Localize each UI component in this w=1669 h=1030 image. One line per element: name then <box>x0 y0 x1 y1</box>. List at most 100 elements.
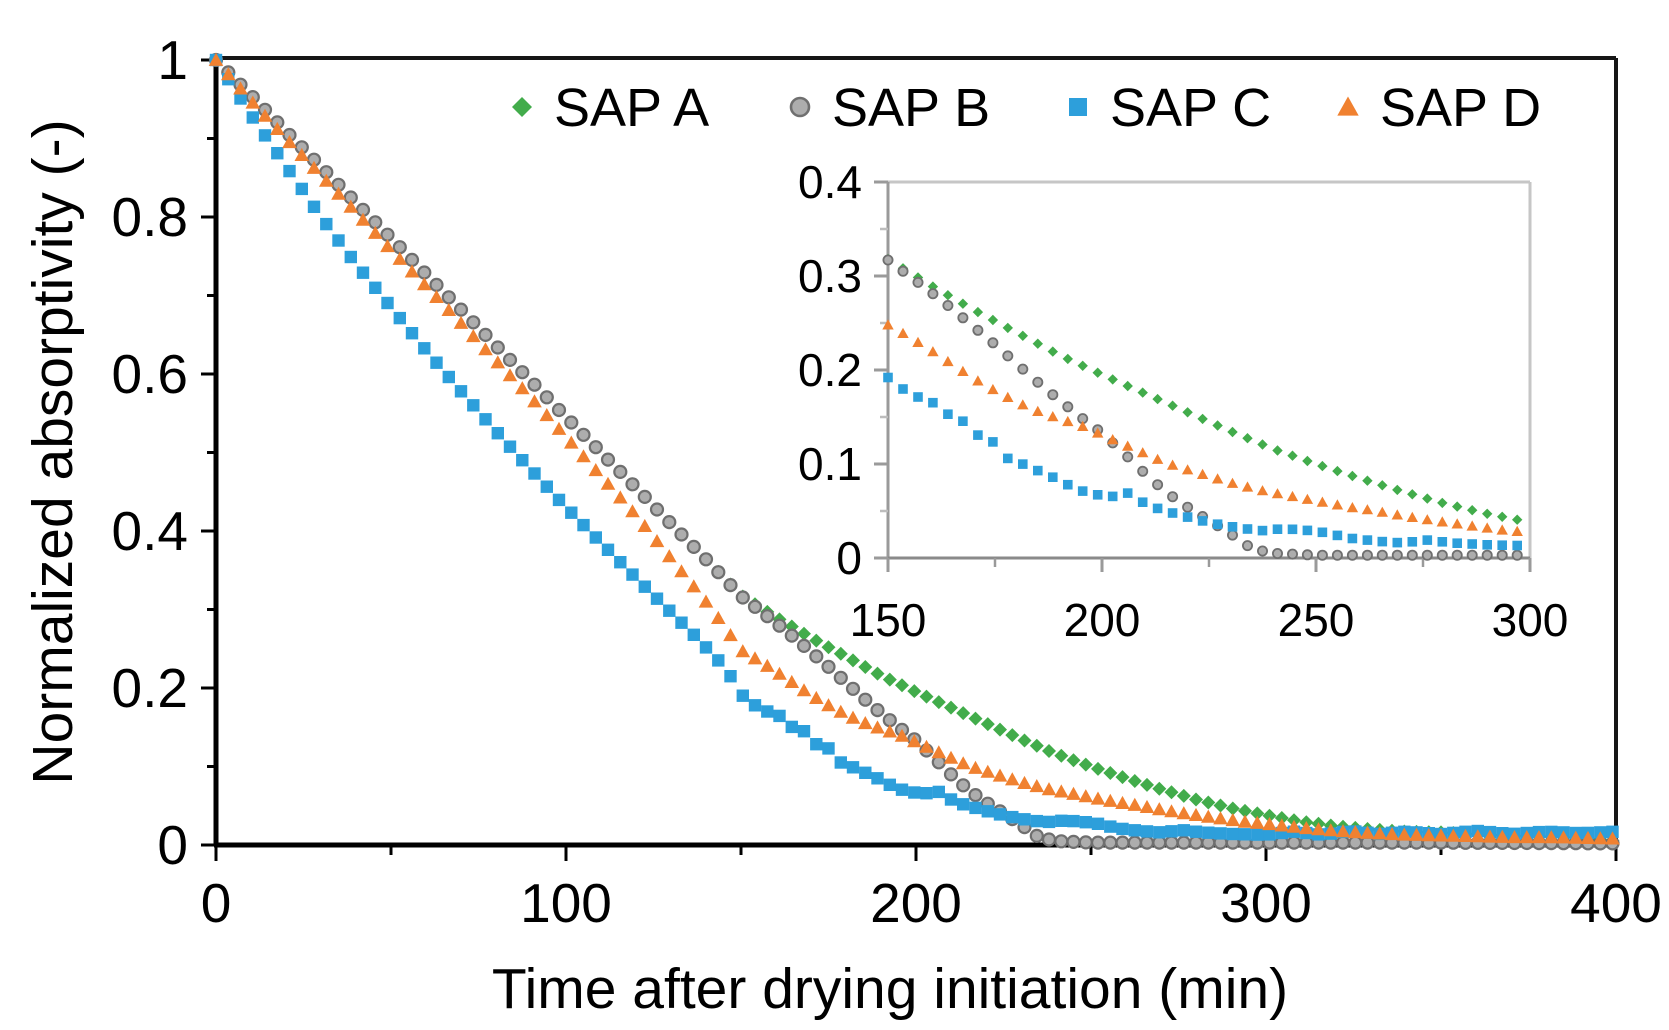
marker-triangle <box>515 381 530 395</box>
marker-square <box>1512 540 1522 551</box>
marker-triangle <box>429 289 444 303</box>
marker-square <box>981 805 994 818</box>
marker-triangle <box>1002 391 1014 402</box>
marker-triangle <box>1225 813 1241 827</box>
inset-background <box>888 182 1530 558</box>
marker-circle <box>502 352 518 367</box>
marker-triangle <box>927 346 939 357</box>
marker-diamond <box>1152 781 1167 796</box>
marker-square <box>1079 816 1092 829</box>
marker-triangle <box>441 302 457 316</box>
marker-circle <box>441 290 456 305</box>
marker-diamond <box>1225 801 1240 816</box>
marker-square <box>626 568 639 581</box>
inset-x-tick-label: 250 <box>1278 594 1355 646</box>
marker-triangle <box>1331 499 1344 510</box>
marker-circle <box>882 254 894 266</box>
marker-circle <box>1421 549 1433 561</box>
marker-square <box>834 756 847 769</box>
marker-circle <box>429 277 444 292</box>
marker-square <box>1214 827 1227 840</box>
marker-diamond <box>1017 330 1028 341</box>
marker-triangle <box>1376 506 1388 517</box>
x-tick-label: 100 <box>520 872 612 934</box>
marker-circle <box>576 427 591 442</box>
marker-circle <box>1139 835 1155 850</box>
marker-square <box>307 200 321 213</box>
marker-square <box>846 761 860 774</box>
marker-square <box>1128 824 1141 837</box>
marker-square <box>320 217 333 231</box>
marker-square <box>957 798 970 811</box>
marker-triangle <box>1078 789 1094 803</box>
marker-triangle <box>1605 831 1620 845</box>
marker-diamond <box>1422 493 1433 504</box>
marker-circle <box>515 365 530 380</box>
marker-triangle <box>453 315 469 329</box>
marker-square <box>540 480 553 493</box>
marker-square <box>1238 828 1252 841</box>
marker-circle <box>942 299 954 311</box>
marker-diamond <box>1189 792 1203 807</box>
marker-circle <box>1090 835 1106 850</box>
marker-diamond <box>882 672 897 687</box>
marker-square <box>1257 525 1268 536</box>
marker-triangle <box>772 666 787 680</box>
marker-square <box>969 801 982 815</box>
marker-circle <box>760 609 775 624</box>
x-tick-label: 0 <box>201 872 232 934</box>
marker-circle <box>1137 465 1149 477</box>
marker-triangle <box>943 750 959 764</box>
marker-circle <box>784 628 799 643</box>
marker-diamond <box>972 306 984 318</box>
marker-diamond <box>1092 367 1103 378</box>
inset-series-sap-c <box>883 372 1522 551</box>
marker-triangle <box>368 225 383 239</box>
marker-triangle <box>1092 427 1104 438</box>
marker-square <box>442 370 455 384</box>
marker-diamond <box>1103 766 1118 780</box>
marker-triangle <box>1568 830 1584 844</box>
marker-triangle <box>1201 809 1216 823</box>
legend-label: SAP D <box>1380 78 1541 138</box>
marker-diamond <box>1242 433 1253 444</box>
marker-triangle <box>1335 824 1351 838</box>
marker-triangle <box>1421 514 1433 525</box>
marker-circle <box>1182 501 1194 513</box>
marker-square <box>736 689 749 702</box>
marker-triangle <box>1397 827 1412 841</box>
marker-triangle <box>957 365 969 376</box>
marker-square <box>1003 453 1013 464</box>
marker-triangle <box>845 710 861 724</box>
marker-square <box>822 742 835 755</box>
marker-diamond <box>1176 788 1191 803</box>
marker-circle <box>809 649 824 664</box>
marker-circle <box>380 227 395 242</box>
marker-circle <box>478 327 493 342</box>
marker-triangle <box>1262 817 1277 831</box>
marker-diamond <box>1262 808 1277 823</box>
marker-square <box>405 327 419 340</box>
inset-y-tick-label: 0 <box>836 532 862 584</box>
y-axis-title: Normalized absorptivity (-) <box>21 119 85 784</box>
marker-square <box>748 699 762 712</box>
marker-circle <box>600 452 616 467</box>
marker-circle <box>1361 549 1373 561</box>
marker-triangle <box>233 81 248 95</box>
marker-square <box>699 641 713 654</box>
x-tick-label: 400 <box>1570 872 1662 934</box>
marker-circle <box>453 302 469 317</box>
marker-square <box>589 531 602 544</box>
marker-triangle <box>1241 481 1254 492</box>
marker-square <box>761 705 774 718</box>
marker-square <box>943 409 953 419</box>
marker-square <box>491 427 504 440</box>
marker-circle <box>1376 549 1388 561</box>
marker-triangle <box>1384 827 1400 841</box>
marker-triangle <box>1166 459 1179 470</box>
marker-square <box>1055 814 1068 827</box>
marker-diamond <box>895 678 909 693</box>
marker-square <box>712 654 725 667</box>
marker-square <box>920 787 933 800</box>
marker-triangle <box>968 760 983 774</box>
